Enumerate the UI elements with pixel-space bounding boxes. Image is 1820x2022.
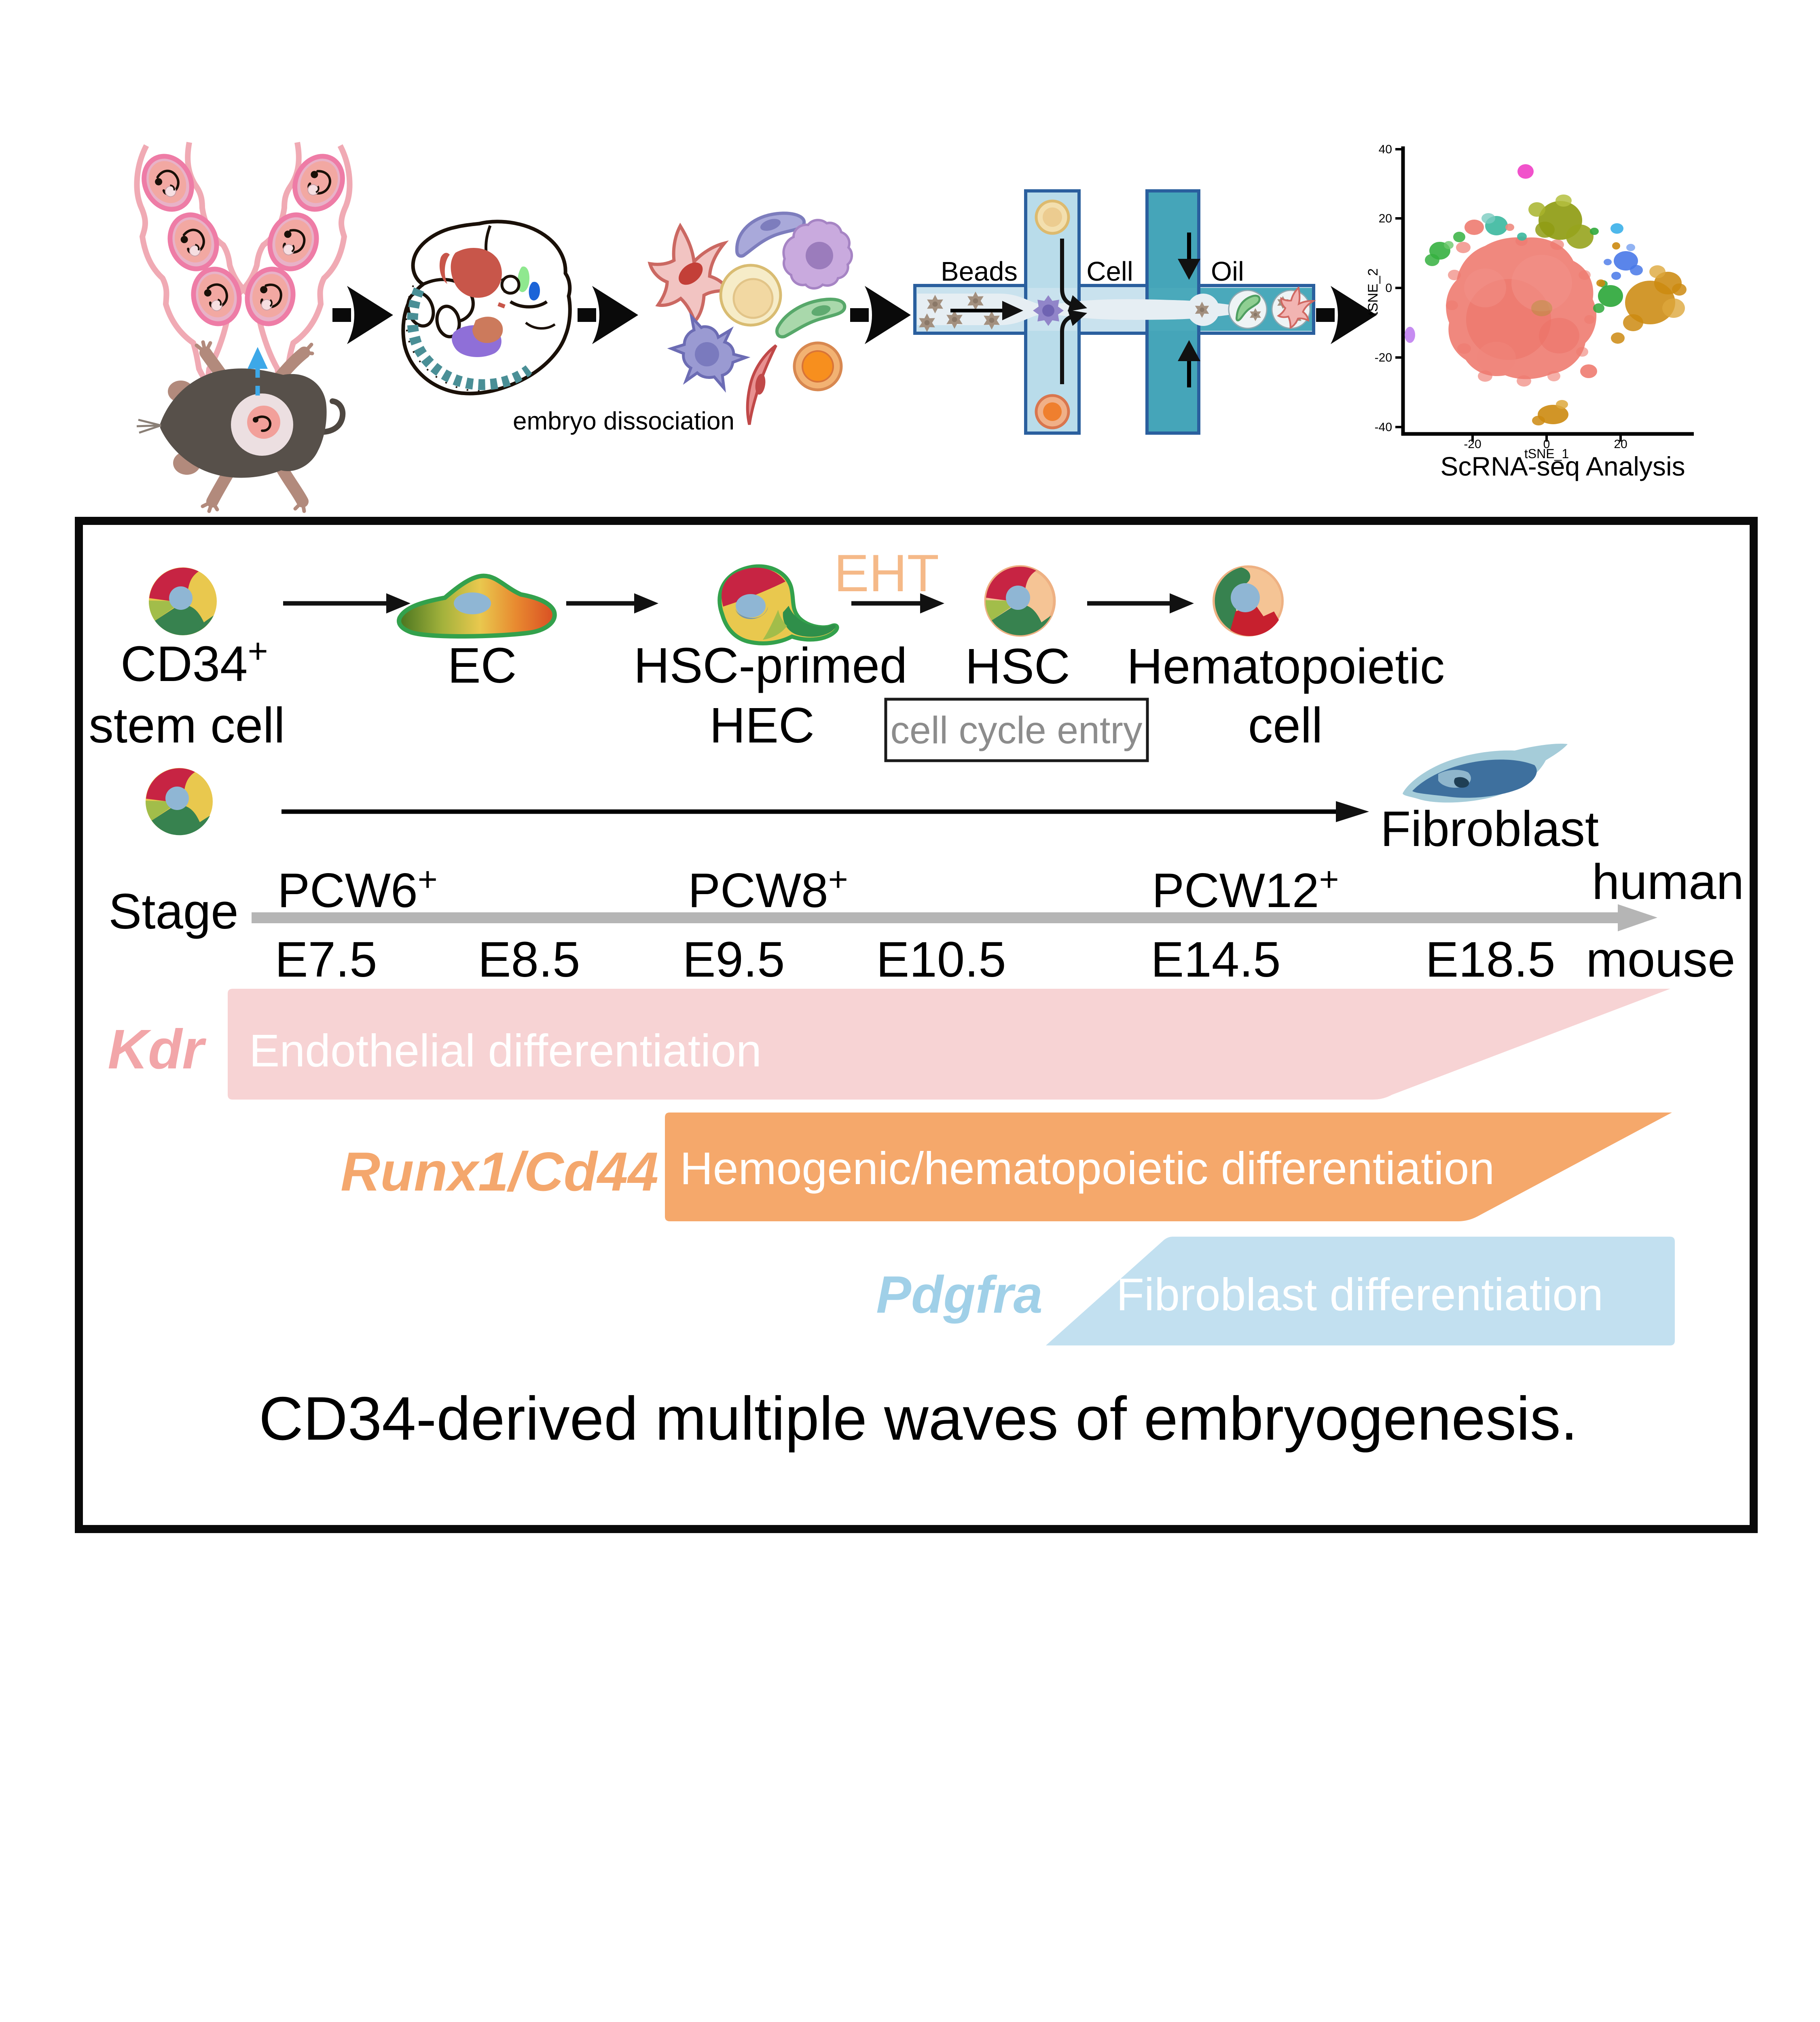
svg-text:40: 40 (1379, 143, 1392, 156)
svg-text:Pdgfra: Pdgfra (876, 1265, 1043, 1324)
svg-text:-40: -40 (1375, 421, 1392, 434)
svg-text:-20: -20 (1464, 438, 1481, 451)
svg-text:Cell: Cell (1086, 256, 1133, 287)
svg-text:mouse: mouse (1586, 932, 1735, 988)
svg-text:-20: -20 (1375, 351, 1392, 364)
svg-text:20: 20 (1379, 212, 1392, 225)
svg-text:Fibroblast differentiation: Fibroblast differentiation (1116, 1269, 1603, 1320)
svg-text:EC: EC (448, 638, 517, 694)
svg-text:E18.5: E18.5 (1425, 932, 1555, 988)
svg-text:Hemogenic/hematopoietic differ: Hemogenic/hematopoietic differentiation (680, 1143, 1494, 1194)
svg-text:Runx1/Cd44: Runx1/Cd44 (341, 1141, 658, 1202)
svg-text:EHT: EHT (834, 544, 939, 603)
svg-text:0: 0 (1385, 281, 1392, 295)
svg-text:Kdr: Kdr (108, 1018, 206, 1081)
svg-text:Oil: Oil (1211, 256, 1244, 287)
svg-text:PCW8+: PCW8+ (688, 860, 848, 918)
svg-text:Hematopoietic: Hematopoietic (1127, 639, 1445, 694)
svg-text:PCW6+: PCW6+ (277, 860, 438, 918)
svg-text:CD34-derived multiple waves of: CD34-derived multiple waves of embryogen… (259, 1384, 1578, 1453)
svg-text:PCW12+: PCW12+ (1152, 860, 1339, 918)
svg-text:stem cell: stem cell (89, 698, 285, 753)
svg-text:cell: cell (1248, 698, 1323, 753)
svg-text:E14.5: E14.5 (1151, 932, 1280, 988)
svg-text:HEC: HEC (709, 698, 815, 753)
svg-text:cell cycle entry: cell cycle entry (891, 709, 1143, 752)
svg-text:human: human (1592, 854, 1744, 910)
svg-text:tSNE_1: tSNE_1 (1524, 446, 1569, 461)
svg-text:HSC-primed: HSC-primed (634, 638, 908, 694)
svg-text:E9.5: E9.5 (682, 932, 785, 988)
svg-text:CD34+: CD34+ (121, 632, 268, 692)
svg-text:20: 20 (1614, 438, 1627, 451)
svg-text:Endothelial differentiation: Endothelial differentiation (249, 1025, 762, 1076)
svg-text:E10.5: E10.5 (876, 932, 1006, 988)
svg-text:Stage: Stage (108, 884, 238, 939)
svg-text:0: 0 (1543, 438, 1550, 451)
svg-text:Fibroblast: Fibroblast (1380, 802, 1599, 857)
svg-text:HSC: HSC (965, 639, 1070, 694)
svg-text:ScRNA-seq Analysis: ScRNA-seq Analysis (1440, 451, 1685, 481)
svg-text:E8.5: E8.5 (478, 932, 580, 988)
svg-text:E7.5: E7.5 (275, 932, 377, 988)
svg-text:tSNE_2: tSNE_2 (1365, 268, 1381, 315)
svg-text:Beads: Beads (941, 256, 1018, 287)
svg-text:embryo dissociation: embryo dissociation (513, 407, 734, 435)
